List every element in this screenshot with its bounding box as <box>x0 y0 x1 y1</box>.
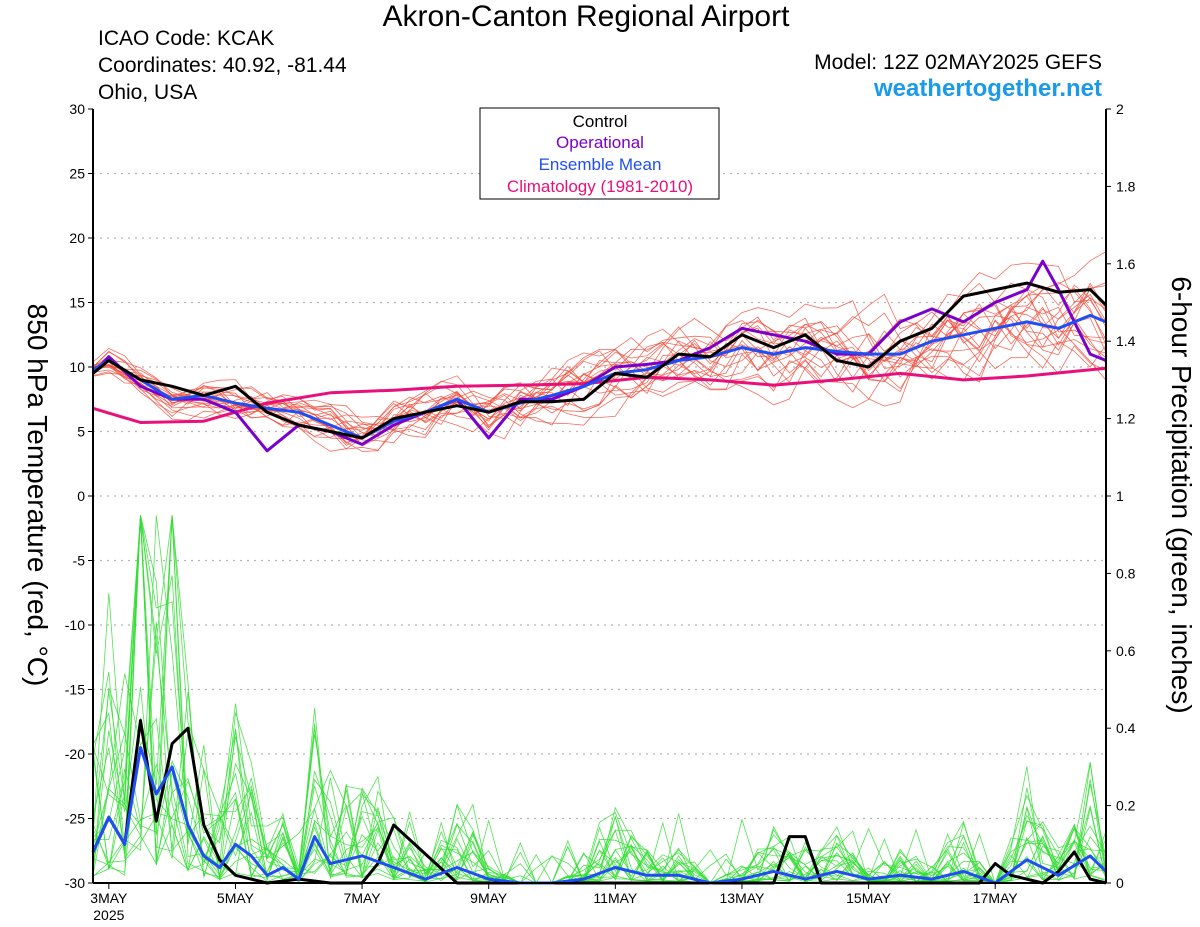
x-tick-label: 13MAY <box>720 890 766 906</box>
x-tick-label: 11MAY <box>593 890 637 906</box>
y-right-tick-label: 1.8 <box>1116 178 1136 194</box>
y-right-tick-label: 0.8 <box>1116 565 1136 581</box>
legend-operational: Operational <box>556 133 644 152</box>
temp-climatology-line <box>92 366 1107 424</box>
y-right-tick-label: 1.2 <box>1116 411 1136 427</box>
y-left-tick-label: 5 <box>77 424 85 440</box>
y-left-tick-label: -30 <box>65 875 85 891</box>
temp-member-line <box>92 288 1107 452</box>
model-run: Model: 12Z 02MAY2025 GEFS <box>814 51 1102 74</box>
y-right-tick-label: 1.6 <box>1116 256 1136 272</box>
legend-ensemble-mean: Ensemble Mean <box>539 155 662 174</box>
y-left-tick-label: -10 <box>65 617 85 633</box>
y-left-tick-label: -20 <box>65 746 85 762</box>
y-left-tick-label: 25 <box>69 166 85 182</box>
y-left-tick-label: -5 <box>73 553 86 569</box>
region: Ohio, USA <box>98 81 198 104</box>
y-right-tick-label: 2 <box>1116 101 1124 117</box>
precip-member-line <box>92 515 1107 884</box>
temp-member-line <box>92 285 1107 444</box>
y-left-tick-label: -15 <box>65 682 85 698</box>
y-left-tick-label: 20 <box>69 230 85 246</box>
legend-box <box>479 107 720 200</box>
y-right-tick-label: 1 <box>1116 488 1124 504</box>
temp-member-line <box>92 300 1107 438</box>
x-tick-label: 17MAY <box>973 890 1019 906</box>
legend-control: Control <box>573 112 628 131</box>
y-left-tick-label: 30 <box>69 101 85 117</box>
precip-member-line <box>92 515 1107 884</box>
legend: Control Operational Ensemble Mean Climat… <box>479 107 720 200</box>
axes <box>88 108 1111 889</box>
precip-control-line <box>91 719 1107 885</box>
precip-member-line <box>92 780 1107 884</box>
coordinates: Coordinates: 40.92, -81.44 <box>98 54 347 77</box>
ensemble-members <box>92 251 1107 884</box>
y-left-tick-label: -25 <box>65 811 85 827</box>
precip-member-line <box>92 711 1107 884</box>
grid <box>93 172 1106 820</box>
temp-control-line <box>92 281 1108 440</box>
temp-member-line <box>92 295 1107 439</box>
x-tick-label: 7MAY <box>344 890 382 906</box>
x-tick-label: 9MAY <box>470 890 508 906</box>
y-right-tick-label: 1.4 <box>1116 333 1136 349</box>
y-right-tick-label: 0.4 <box>1116 720 1136 736</box>
y-left-tick-label: 0 <box>77 488 85 504</box>
y-left-tick-label: 10 <box>69 359 85 375</box>
temp-member-line <box>92 293 1107 438</box>
main-series <box>91 259 1108 885</box>
tick-labels: 302520151050-5-10-15-20-25-3021.81.61.41… <box>65 101 1136 923</box>
y-axis-right-label: 6-hour Precipitation (green, inches) <box>1166 276 1197 713</box>
precip-member-line <box>92 673 1107 884</box>
y-left-tick-label: 15 <box>69 295 85 311</box>
precip-ensemble-mean-line <box>91 746 1108 885</box>
temp-ensemble-mean-line <box>92 313 1107 440</box>
y-axis-left-label: 850 hPa Temperature (red, °C) <box>22 304 53 687</box>
y-right-tick-label: 0.2 <box>1116 798 1136 814</box>
temp-member-line <box>92 284 1107 452</box>
y-right-tick-label: 0.6 <box>1116 643 1136 659</box>
temp-member-line <box>92 306 1107 433</box>
x-tick-label: 5MAY <box>217 890 255 906</box>
icao-code: ICAO Code: KCAK <box>98 27 275 50</box>
legend-climatology: Climatology (1981-2010) <box>507 177 693 196</box>
temp-member-line <box>92 315 1107 443</box>
x-tick-label: 3MAY <box>90 890 128 906</box>
precip-member-line <box>92 686 1107 884</box>
temp-member-line <box>92 282 1107 440</box>
site-link[interactable]: weathertogether.net <box>873 75 1102 102</box>
x-tick-sublabel: 2025 <box>93 907 124 923</box>
chart-title: Akron-Canton Regional Airport <box>382 0 790 33</box>
x-tick-label: 15MAY <box>846 890 892 906</box>
temp-operational-line <box>91 259 1107 453</box>
y-right-tick-label: 0 <box>1116 875 1124 891</box>
